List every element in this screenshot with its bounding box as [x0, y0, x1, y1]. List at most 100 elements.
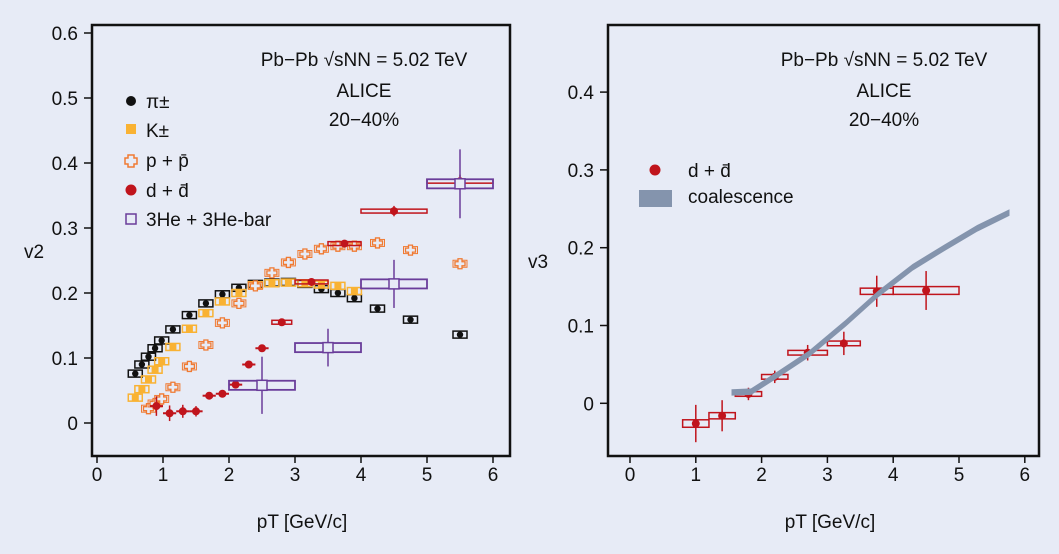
- data-point: [138, 385, 146, 393]
- data-point: [186, 311, 193, 319]
- y-tick-label: 0.3: [52, 219, 78, 240]
- data-point: [151, 366, 159, 374]
- data-point: [388, 278, 400, 290]
- data-point: [202, 300, 210, 307]
- data-point: [691, 419, 700, 428]
- data-point: [454, 178, 466, 190]
- y-tick-label: 0: [583, 394, 594, 415]
- left-annotation-centrality: 20−40%: [329, 110, 399, 131]
- data-point: [718, 411, 727, 420]
- right-x-axis-label: pT [GeV/c]: [785, 512, 875, 533]
- sys-box: [165, 325, 181, 334]
- x-tick-label: 1: [158, 465, 169, 486]
- data-point: [138, 361, 146, 368]
- data-point: [218, 389, 227, 398]
- data-point: [167, 381, 179, 393]
- data-point: [351, 295, 358, 302]
- sys-box: [198, 299, 214, 308]
- data-point: [340, 239, 349, 248]
- data-point: [158, 337, 165, 344]
- data-point: [131, 394, 139, 402]
- data-point: [307, 277, 316, 286]
- data-point: [169, 343, 177, 351]
- x-tick-label: 1: [691, 465, 702, 486]
- legend-marker-kaon: [126, 124, 136, 134]
- y-tick-label: 0.4: [568, 83, 595, 104]
- y-tick-label: 0.3: [568, 161, 594, 182]
- data-point: [144, 375, 152, 383]
- data-point: [152, 402, 161, 411]
- legend-marker-deuteron: [125, 184, 137, 196]
- data-point: [132, 370, 139, 377]
- data-point: [284, 279, 292, 287]
- data-point: [374, 305, 381, 312]
- data-point: [219, 291, 226, 298]
- x-tick-label: 6: [1020, 465, 1031, 486]
- legend-label-deuteron-v3: d + d̄: [688, 161, 731, 182]
- data-point: [200, 339, 212, 351]
- legend-marker-proton: [124, 154, 138, 168]
- data-point: [218, 297, 226, 305]
- right-annotation-energy: Pb−Pb √sNN = 5.02 TeV: [781, 50, 988, 71]
- data-point: [258, 344, 266, 353]
- sys-box: [153, 336, 170, 345]
- sys-box: [127, 369, 144, 378]
- left-x-axis-label: pT [GeV/c]: [257, 512, 347, 533]
- data-point: [183, 360, 196, 373]
- data-point: [282, 256, 295, 269]
- y-tick-label: 0.1: [568, 317, 594, 338]
- sys-box: [402, 315, 419, 324]
- data-point: [202, 309, 210, 317]
- data-point: [178, 407, 187, 416]
- data-point: [158, 357, 166, 365]
- data-point: [244, 360, 253, 369]
- data-point: [256, 379, 268, 392]
- left-annotation-experiment: ALICE: [337, 81, 392, 102]
- x-tick-label: 0: [625, 465, 636, 486]
- sys-box: [134, 360, 150, 369]
- right-y-axis-label: v3: [528, 252, 548, 273]
- x-tick-label: 4: [356, 465, 367, 486]
- data-point: [249, 280, 262, 292]
- data-point: [334, 289, 342, 297]
- data-point: [216, 317, 229, 329]
- data-point: [454, 258, 466, 270]
- left-panel: 0 1 2 3 4 5 6 0 0.1 0.2 0.3 0.4 0.5 0.6 Pb−Pb √sNN = …: [24, 23, 512, 533]
- legend-marker-he3: [125, 213, 137, 225]
- data-point: [266, 267, 278, 279]
- data-point: [151, 345, 159, 352]
- x-tick-label: 5: [422, 465, 433, 486]
- data-point: [922, 286, 931, 295]
- y-tick-label: 0.2: [52, 284, 78, 305]
- data-point: [407, 316, 414, 323]
- data-point: [839, 339, 848, 348]
- right-plot-frame: [606, 23, 1041, 458]
- right-legend: d + d̄ coalescence: [639, 161, 794, 208]
- data-point: [315, 243, 328, 255]
- x-tick-label: 2: [224, 465, 235, 486]
- sys-box: [181, 310, 198, 320]
- data-point: [185, 325, 193, 333]
- data-point: [299, 248, 311, 260]
- data-point: [334, 282, 342, 290]
- legend-label-coalescence: coalescence: [688, 187, 794, 208]
- legend-label-kaon: K±: [146, 121, 169, 142]
- legend-label-deuteron: d + d̄: [146, 181, 189, 202]
- data-point: [322, 341, 334, 354]
- coalescence-band: [731, 209, 1010, 396]
- data-point: [169, 326, 177, 333]
- sys-box: [369, 304, 386, 313]
- legend-marker-pion: [126, 96, 136, 106]
- y-tick-label: 0.4: [52, 154, 79, 175]
- data-point: [233, 297, 245, 310]
- data-point: [145, 353, 152, 360]
- y-tick-label: 0.5: [52, 89, 78, 110]
- data-point: [231, 380, 240, 389]
- left-plot-frame: [90, 23, 512, 458]
- data-point: [235, 289, 243, 297]
- sys-box: [452, 330, 468, 339]
- y-tick-label: 0.6: [52, 24, 78, 45]
- legend-label-pion: π±: [146, 92, 170, 113]
- legend-marker-coalescence: [639, 190, 672, 207]
